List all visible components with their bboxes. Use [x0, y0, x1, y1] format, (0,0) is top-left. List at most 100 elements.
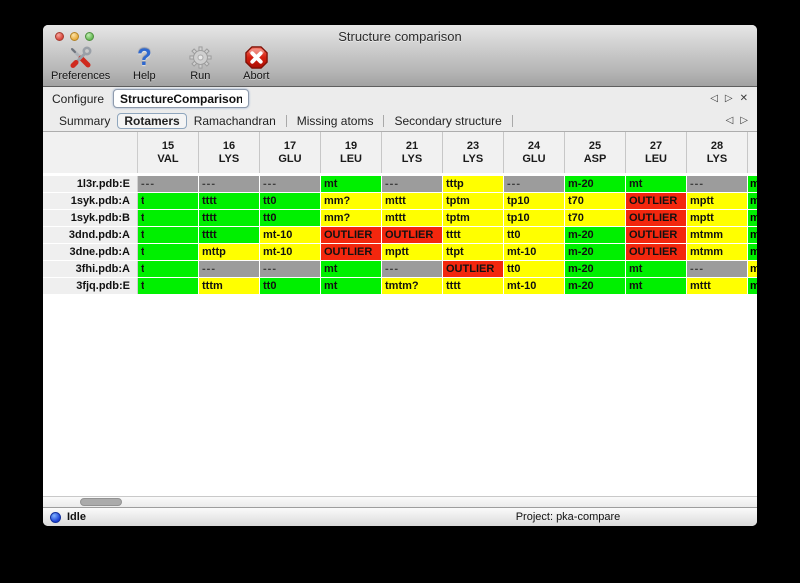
- rotamer-cell[interactable]: tt0: [260, 278, 321, 294]
- horizontal-scrollbar[interactable]: [43, 496, 757, 507]
- run-button[interactable]: Run: [178, 45, 222, 82]
- rotamer-cell[interactable]: ---: [382, 261, 443, 277]
- rotamer-cell[interactable]: mptt: [687, 193, 748, 209]
- rotamer-cell[interactable]: tt0: [260, 193, 321, 209]
- rotamer-cell[interactable]: tptm: [443, 210, 504, 226]
- rotamer-cell[interactable]: mttt: [687, 278, 748, 294]
- rotamer-cell[interactable]: OUTLIER: [321, 244, 382, 260]
- rotamer-cell[interactable]: mm?: [321, 193, 382, 209]
- configure-next-icon[interactable]: ▷: [724, 92, 733, 104]
- rotamer-cell[interactable]: tp10: [504, 193, 565, 209]
- rotamer-cell[interactable]: tt0: [504, 227, 565, 243]
- zoom-button[interactable]: [85, 32, 94, 41]
- tab-summary[interactable]: Summary: [59, 113, 111, 128]
- rotamer-cell[interactable]: t: [138, 193, 199, 209]
- rotamer-cell[interactable]: mt-10: [504, 278, 565, 294]
- rotamer-cell[interactable]: OUTLIER: [626, 193, 687, 209]
- rotamer-cell[interactable]: t: [138, 227, 199, 243]
- rotamer-cell[interactable]: tttm: [199, 278, 260, 294]
- configuration-name-input[interactable]: [113, 89, 250, 108]
- rotamer-cell[interactable]: t: [138, 278, 199, 294]
- rotamer-cell[interactable]: tttp: [443, 176, 504, 192]
- rotamer-cell[interactable]: m-20: [565, 176, 626, 192]
- rotamer-cell[interactable]: m-20: [565, 278, 626, 294]
- close-button[interactable]: [55, 32, 64, 41]
- tab-secondary-structure[interactable]: Secondary structure: [394, 113, 502, 128]
- rotamer-cell[interactable]: t: [138, 244, 199, 260]
- rotamer-cell[interactable]: OUTLIER: [321, 227, 382, 243]
- rotamer-cell[interactable]: OUTLIER: [626, 244, 687, 260]
- rotamer-cell[interactable]: mt: [321, 176, 382, 192]
- rotamer-cell[interactable]: t: [138, 210, 199, 226]
- abort-button[interactable]: Abort: [234, 45, 278, 82]
- rotamer-cell[interactable]: mm?: [321, 210, 382, 226]
- rotamer-cell[interactable]: mttt: [382, 210, 443, 226]
- rotamer-cell[interactable]: m-20: [565, 227, 626, 243]
- rotamer-cell[interactable]: mt: [321, 278, 382, 294]
- configure-close-icon[interactable]: ✕: [739, 92, 748, 104]
- minimize-button[interactable]: [70, 32, 79, 41]
- rotamer-cell[interactable]: ---: [138, 176, 199, 192]
- rotamer-cell[interactable]: tttt: [443, 227, 504, 243]
- rotamer-cell[interactable]: mt-10: [260, 244, 321, 260]
- rotamer-cell-overflow[interactable]: m: [748, 193, 757, 209]
- rotamer-cell[interactable]: mtmm: [687, 244, 748, 260]
- rotamer-cell[interactable]: m-20: [565, 244, 626, 260]
- rotamer-cell[interactable]: tttt: [443, 278, 504, 294]
- rotamer-cell[interactable]: ---: [260, 261, 321, 277]
- rotamer-cell[interactable]: OUTLIER: [382, 227, 443, 243]
- rotamer-value: ---: [690, 263, 704, 275]
- rotamer-cell[interactable]: m-20: [565, 261, 626, 277]
- rotamer-cell[interactable]: ---: [382, 176, 443, 192]
- rotamer-cell[interactable]: tmtm?: [382, 278, 443, 294]
- rotamer-cell[interactable]: mptt: [687, 210, 748, 226]
- rotamer-cell[interactable]: t70: [565, 210, 626, 226]
- rotamer-cell[interactable]: ttpt: [443, 244, 504, 260]
- rotamer-cell-overflow[interactable]: m: [748, 227, 757, 243]
- preferences-button[interactable]: Preferences: [51, 45, 110, 82]
- rotamer-cell[interactable]: mt: [626, 176, 687, 192]
- rotamer-cell[interactable]: ---: [199, 261, 260, 277]
- rotamer-cell[interactable]: tp10: [504, 210, 565, 226]
- rotamer-cell[interactable]: t70: [565, 193, 626, 209]
- tab-ramachandran[interactable]: Ramachandran: [193, 113, 276, 128]
- rotamer-cell[interactable]: mptt: [382, 244, 443, 260]
- rotamer-cell[interactable]: OUTLIER: [443, 261, 504, 277]
- rotamer-cell[interactable]: ---: [687, 261, 748, 277]
- rotamer-cell-overflow[interactable]: m: [748, 176, 757, 192]
- title-bar[interactable]: Structure comparison: [43, 25, 757, 47]
- tabs-prev-icon[interactable]: ◁: [725, 114, 734, 126]
- rotamer-cell[interactable]: mt: [626, 261, 687, 277]
- tabs-next-icon[interactable]: ▷: [740, 114, 748, 126]
- rotamer-cell[interactable]: tttt: [199, 193, 260, 209]
- rotamer-cell[interactable]: mtmm: [687, 227, 748, 243]
- rotamer-cell[interactable]: ---: [504, 176, 565, 192]
- rotamer-cell[interactable]: tttt: [199, 227, 260, 243]
- rotamer-cell-overflow[interactable]: m: [748, 210, 757, 226]
- rotamer-cell[interactable]: t: [138, 261, 199, 277]
- rotamer-cell[interactable]: tt0: [504, 261, 565, 277]
- rotamer-cell[interactable]: ---: [687, 176, 748, 192]
- rotamer-cell[interactable]: tt0: [260, 210, 321, 226]
- rotamer-cell[interactable]: ---: [260, 176, 321, 192]
- configure-prev-icon[interactable]: ◁: [710, 92, 718, 104]
- tab-rotamers[interactable]: Rotamers: [117, 112, 187, 129]
- rotamer-cell[interactable]: tttt: [199, 210, 260, 226]
- rotamer-cell[interactable]: mt: [321, 261, 382, 277]
- rotamer-cell[interactable]: mt-10: [260, 227, 321, 243]
- horizontal-scrollbar-thumb[interactable]: [80, 498, 122, 506]
- rotamer-cell[interactable]: OUTLIER: [626, 227, 687, 243]
- rotamer-cell[interactable]: mttt: [382, 193, 443, 209]
- rotamer-cell[interactable]: ---: [199, 176, 260, 192]
- rotamer-cell[interactable]: mt-10: [504, 244, 565, 260]
- rotamer-cell-overflow[interactable]: m: [748, 244, 757, 260]
- rotamer-cell[interactable]: tptm: [443, 193, 504, 209]
- rotamer-cell[interactable]: mt: [626, 278, 687, 294]
- rotamer-cell[interactable]: mttp: [199, 244, 260, 260]
- rotamer-cell-overflow[interactable]: m: [748, 261, 757, 277]
- rotamer-cell-overflow[interactable]: m: [748, 278, 757, 294]
- help-button[interactable]: ? Help: [122, 45, 166, 82]
- tab-missing-atoms[interactable]: Missing atoms: [296, 113, 374, 128]
- residue-name: VAL: [157, 152, 179, 165]
- rotamer-cell[interactable]: OUTLIER: [626, 210, 687, 226]
